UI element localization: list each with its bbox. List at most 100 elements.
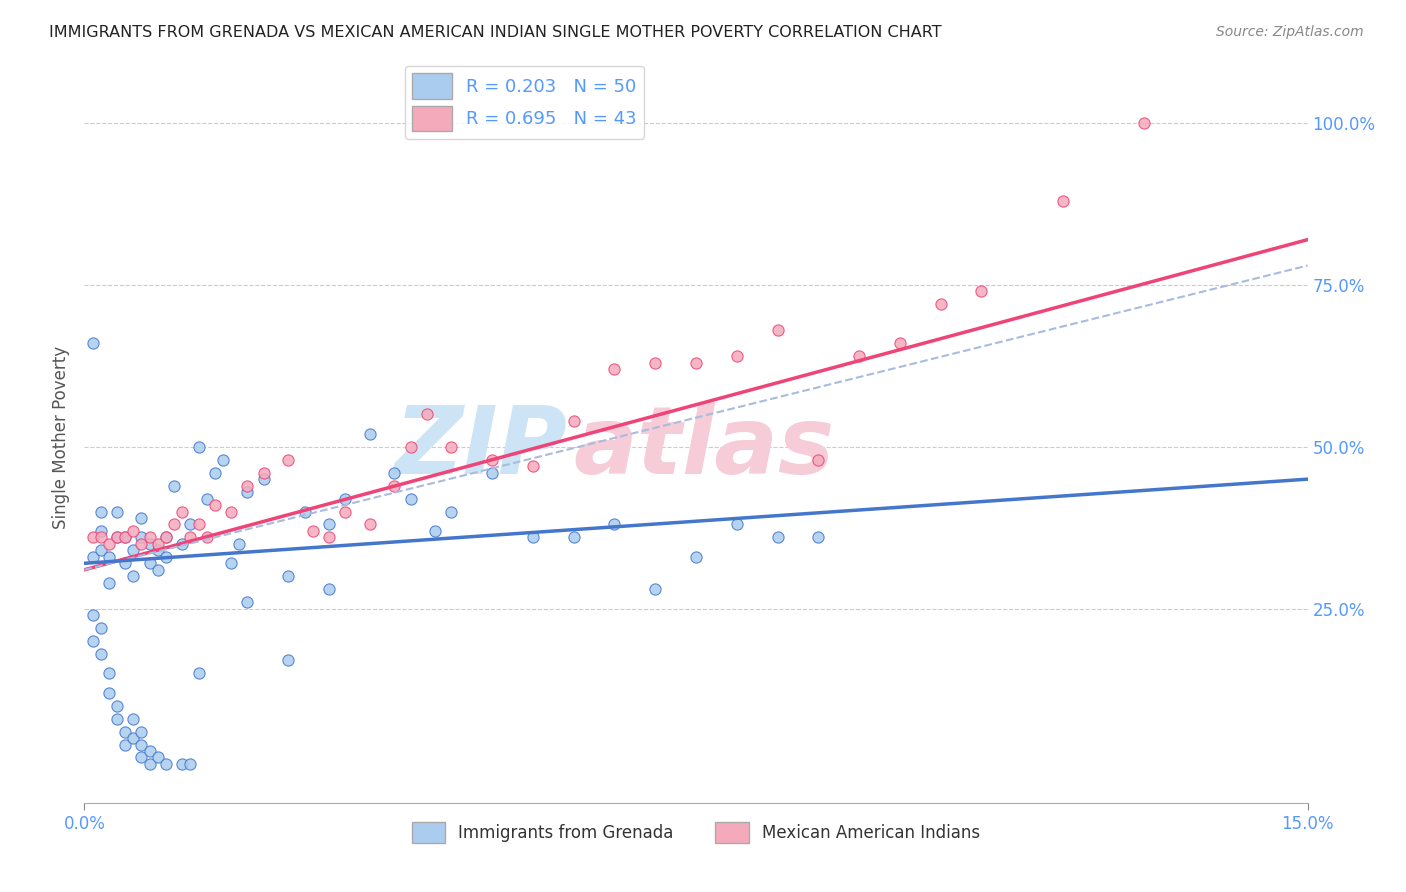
Point <box>138 530 160 544</box>
Point <box>146 750 169 764</box>
Point <box>644 582 666 597</box>
Point <box>1133 116 1156 130</box>
Point <box>114 724 136 739</box>
Point <box>179 756 201 771</box>
Point <box>138 537 160 551</box>
Point <box>97 686 120 700</box>
Point <box>146 543 169 558</box>
Point <box>277 653 299 667</box>
Point <box>90 543 112 558</box>
Point <box>172 537 194 551</box>
Point <box>318 530 340 544</box>
Point <box>889 336 911 351</box>
Point <box>253 466 276 480</box>
Point <box>146 537 169 551</box>
Point <box>97 549 120 564</box>
Point <box>122 731 145 745</box>
Point <box>131 537 153 551</box>
Point <box>114 530 136 544</box>
Point <box>172 504 194 518</box>
Point <box>766 530 789 544</box>
Point <box>82 549 104 564</box>
Text: ZIP: ZIP <box>395 402 568 494</box>
Point <box>122 569 145 583</box>
Point <box>114 557 136 571</box>
Point <box>204 466 226 480</box>
Point <box>146 563 169 577</box>
Point <box>212 452 235 467</box>
Point <box>131 738 153 752</box>
Point <box>807 452 830 467</box>
Point <box>82 608 104 623</box>
Point <box>807 530 830 544</box>
Point <box>187 666 209 681</box>
Point <box>423 524 446 538</box>
Point <box>277 452 299 467</box>
Legend: Immigrants from Grenada, Mexican American Indians: Immigrants from Grenada, Mexican America… <box>405 815 987 849</box>
Point <box>644 356 666 370</box>
Point <box>179 530 201 544</box>
Point <box>725 349 748 363</box>
Point <box>82 530 104 544</box>
Point <box>335 504 357 518</box>
Point <box>685 549 707 564</box>
Point <box>131 511 153 525</box>
Point <box>172 756 194 771</box>
Point <box>155 530 177 544</box>
Point <box>195 491 218 506</box>
Point <box>236 485 259 500</box>
Point <box>562 414 585 428</box>
Point <box>90 647 112 661</box>
Point <box>82 634 104 648</box>
Point <box>219 557 242 571</box>
Point <box>122 543 145 558</box>
Point <box>131 750 153 764</box>
Point <box>114 738 136 752</box>
Point <box>294 504 316 518</box>
Point <box>114 530 136 544</box>
Point <box>138 756 160 771</box>
Point <box>766 323 789 337</box>
Point <box>90 621 112 635</box>
Point <box>382 466 405 480</box>
Point <box>105 504 128 518</box>
Point <box>122 712 145 726</box>
Point <box>187 440 209 454</box>
Point <box>399 440 422 454</box>
Point <box>481 466 503 480</box>
Point <box>603 362 626 376</box>
Point <box>335 491 357 506</box>
Text: IMMIGRANTS FROM GRENADA VS MEXICAN AMERICAN INDIAN SINGLE MOTHER POVERTY CORRELA: IMMIGRANTS FROM GRENADA VS MEXICAN AMERI… <box>49 25 942 40</box>
Point <box>82 336 104 351</box>
Point <box>228 537 250 551</box>
Point <box>155 549 177 564</box>
Point <box>138 557 160 571</box>
Point <box>163 517 186 532</box>
Point <box>440 504 463 518</box>
Point <box>155 530 177 544</box>
Text: atlas: atlas <box>574 402 835 494</box>
Point <box>97 575 120 590</box>
Point <box>318 517 340 532</box>
Point <box>970 285 993 299</box>
Point <box>359 426 381 441</box>
Point <box>90 524 112 538</box>
Point <box>105 530 128 544</box>
Point <box>685 356 707 370</box>
Point <box>440 440 463 454</box>
Point <box>399 491 422 506</box>
Point <box>236 478 259 492</box>
Point <box>725 517 748 532</box>
Point <box>522 459 544 474</box>
Point <box>155 756 177 771</box>
Point <box>522 530 544 544</box>
Point <box>195 530 218 544</box>
Text: Source: ZipAtlas.com: Source: ZipAtlas.com <box>1216 25 1364 39</box>
Point <box>138 744 160 758</box>
Point <box>97 666 120 681</box>
Point <box>97 537 120 551</box>
Point <box>382 478 405 492</box>
Point <box>90 504 112 518</box>
Point <box>131 530 153 544</box>
Point <box>236 595 259 609</box>
